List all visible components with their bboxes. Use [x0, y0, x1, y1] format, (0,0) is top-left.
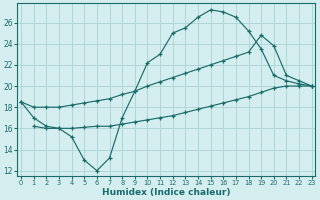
X-axis label: Humidex (Indice chaleur): Humidex (Indice chaleur) — [102, 188, 231, 197]
